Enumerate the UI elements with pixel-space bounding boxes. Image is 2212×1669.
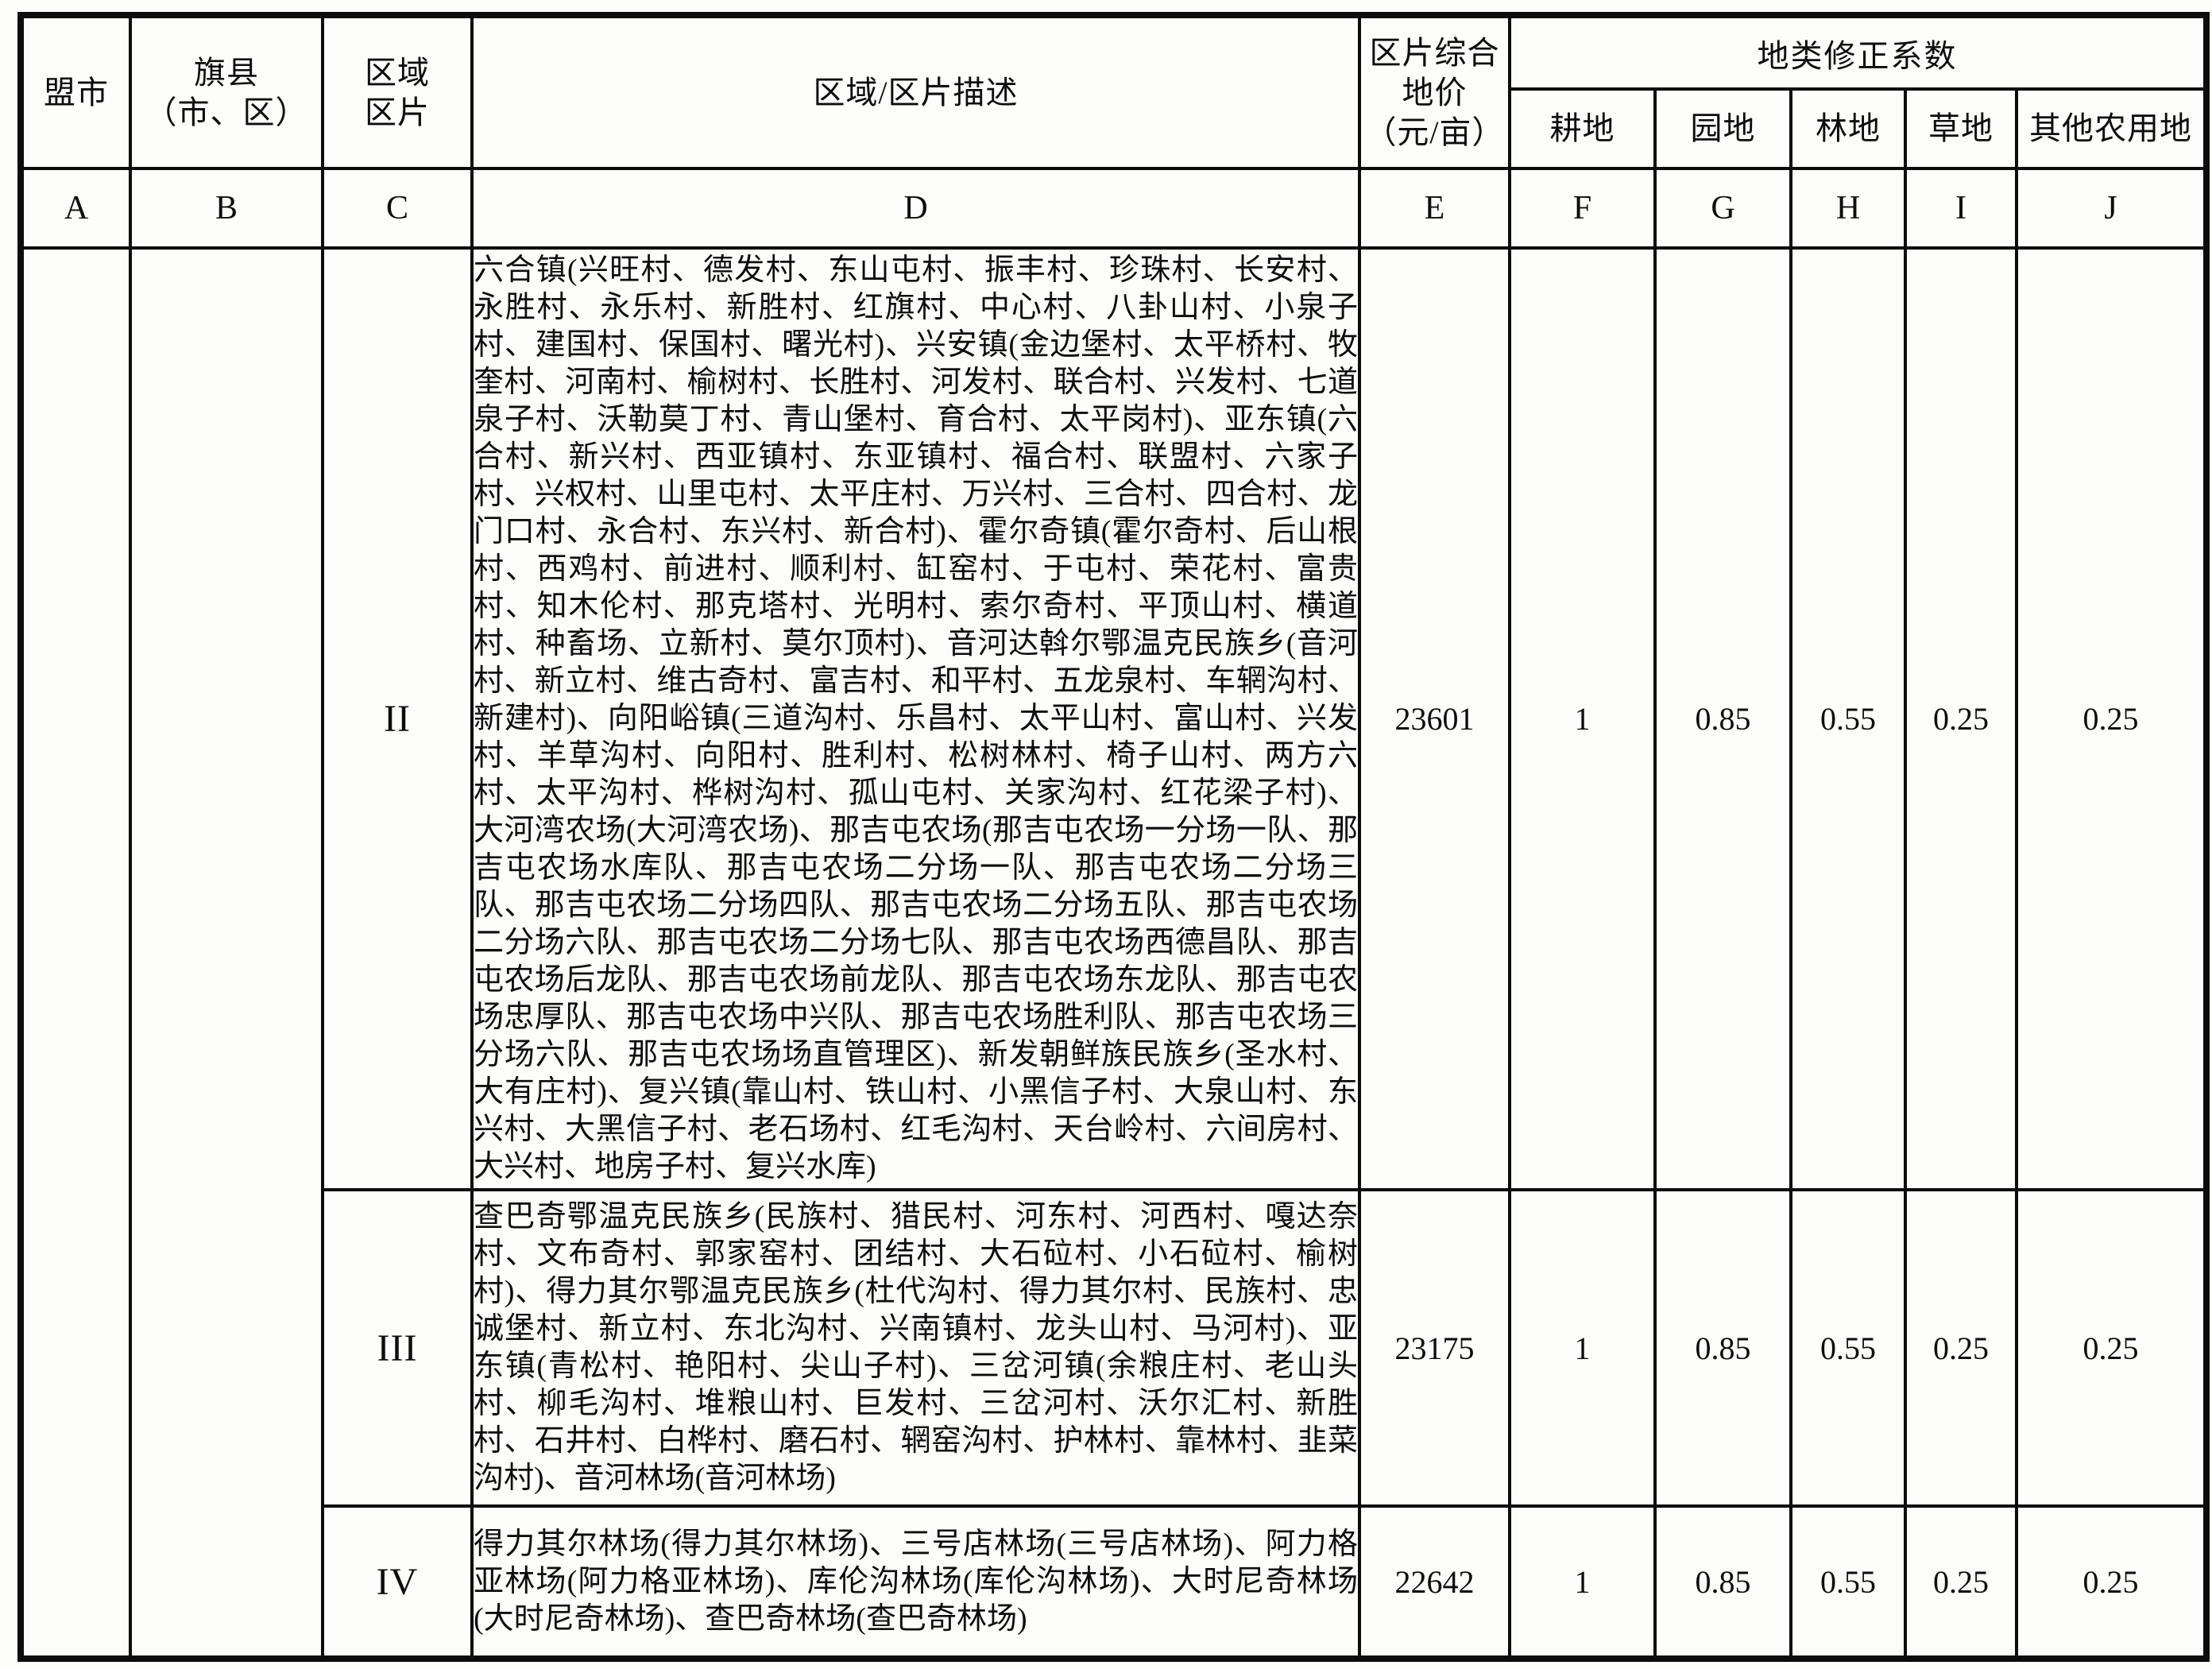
coeff-cell-caodi: 0.25 bbox=[1904, 246, 2018, 1191]
zone-cell: II bbox=[321, 246, 474, 1191]
coeff-cell-caodi: 0.25 bbox=[1904, 1504, 2018, 1660]
letter-cell-b: B bbox=[129, 167, 324, 250]
description-cell: 查巴奇鄂温克民族乡(民族村、猎民村、河东村、河西村、嘎达奈村、文布奇村、郭家窑村… bbox=[470, 1188, 1361, 1508]
coeff-cell-yuandi: 0.85 bbox=[1653, 1188, 1792, 1508]
header-cell-mengshi: 盟市 bbox=[19, 14, 132, 170]
header-cell-description: 区域/区片描述 bbox=[470, 14, 1361, 170]
header-cell-coeff-group: 地类修正系数 bbox=[1507, 14, 2209, 91]
zone-cell: IV bbox=[321, 1504, 474, 1660]
price-cell: 22642 bbox=[1358, 1504, 1511, 1660]
letter-cell-e: E bbox=[1358, 167, 1511, 250]
coeff-cell-gengdi: 1 bbox=[1508, 1504, 1657, 1660]
letter-cell-f: F bbox=[1508, 167, 1657, 250]
letter-cell-a: A bbox=[19, 167, 132, 250]
coeff-cell-yuandi: 0.85 bbox=[1653, 246, 1792, 1191]
description-cell: 得力其尔林场(得力其尔林场)、三号店林场(三号店林场)、阿力格亚林场(阿力格亚林… bbox=[470, 1504, 1361, 1660]
header-cell-price: 区片综合 地价 （元/亩） bbox=[1358, 14, 1511, 170]
letter-cell-d: D bbox=[470, 167, 1361, 250]
coeff-cell-qita: 0.25 bbox=[2014, 1504, 2209, 1660]
coeff-cell-lindi: 0.55 bbox=[1789, 1188, 1907, 1508]
coeff-cell-caodi: 0.25 bbox=[1904, 1188, 2018, 1508]
table-row-zone-4: IV 得力其尔林场(得力其尔林场)、三号店林场(三号店林场)、阿力格亚林场(阿力… bbox=[21, 1504, 2209, 1660]
header-cell-qixian: 旗县 （市、区） bbox=[129, 14, 324, 170]
letter-cell-i: I bbox=[1904, 167, 2018, 250]
letter-cell-g: G bbox=[1653, 167, 1792, 250]
letter-cell-h: H bbox=[1789, 167, 1907, 250]
header-cell-lindi: 林地 bbox=[1789, 87, 1907, 170]
table-row-zone-2: II 六合镇(兴旺村、德发村、东山屯村、振丰村、珍珠村、长安村、永胜村、永乐村、… bbox=[19, 246, 2209, 1660]
cell-qixian-empty bbox=[129, 246, 324, 1660]
coeff-cell-lindi: 0.55 bbox=[1789, 246, 1907, 1191]
price-cell: 23175 bbox=[1358, 1188, 1511, 1508]
zone-cell: III bbox=[321, 1188, 474, 1508]
coeff-cell-qita: 0.25 bbox=[2014, 1188, 2209, 1508]
header-cell-yuandi: 园地 bbox=[1653, 87, 1792, 170]
coeff-cell-gengdi: 1 bbox=[1508, 1188, 1657, 1508]
cell-mengshi-empty bbox=[19, 246, 132, 1660]
price-cell: 23601 bbox=[1358, 246, 1511, 1191]
header-cell-quyu-qupian: 区域 区片 bbox=[321, 14, 474, 170]
header-cell-caodi: 草地 bbox=[1904, 87, 2018, 170]
land-price-table: 盟市 旗县 （市、区） 区域 区片 区域/区片描述 区片综合 地价 （元/亩） … bbox=[17, 12, 2210, 1662]
coeff-cell-yuandi: 0.85 bbox=[1653, 1504, 1792, 1660]
table-row-zone-3: III 查巴奇鄂温克民族乡(民族村、猎民村、河东村、河西村、嘎达奈村、文布奇村、… bbox=[21, 1188, 2209, 1508]
letter-cell-c: C bbox=[321, 167, 474, 250]
coeff-cell-gengdi: 1 bbox=[1508, 246, 1657, 1191]
letter-cell-j: J bbox=[2014, 167, 2209, 250]
header-cell-qita-nongyongdi: 其他农用地 bbox=[2014, 87, 2209, 170]
description-cell: 六合镇(兴旺村、德发村、东山屯村、振丰村、珍珠村、长安村、永胜村、永乐村、新胜村… bbox=[470, 246, 1361, 1191]
header-cell-gengdi: 耕地 bbox=[1508, 87, 1657, 170]
coeff-cell-lindi: 0.55 bbox=[1789, 1504, 1907, 1660]
coeff-cell-qita: 0.25 bbox=[2014, 246, 2209, 1191]
